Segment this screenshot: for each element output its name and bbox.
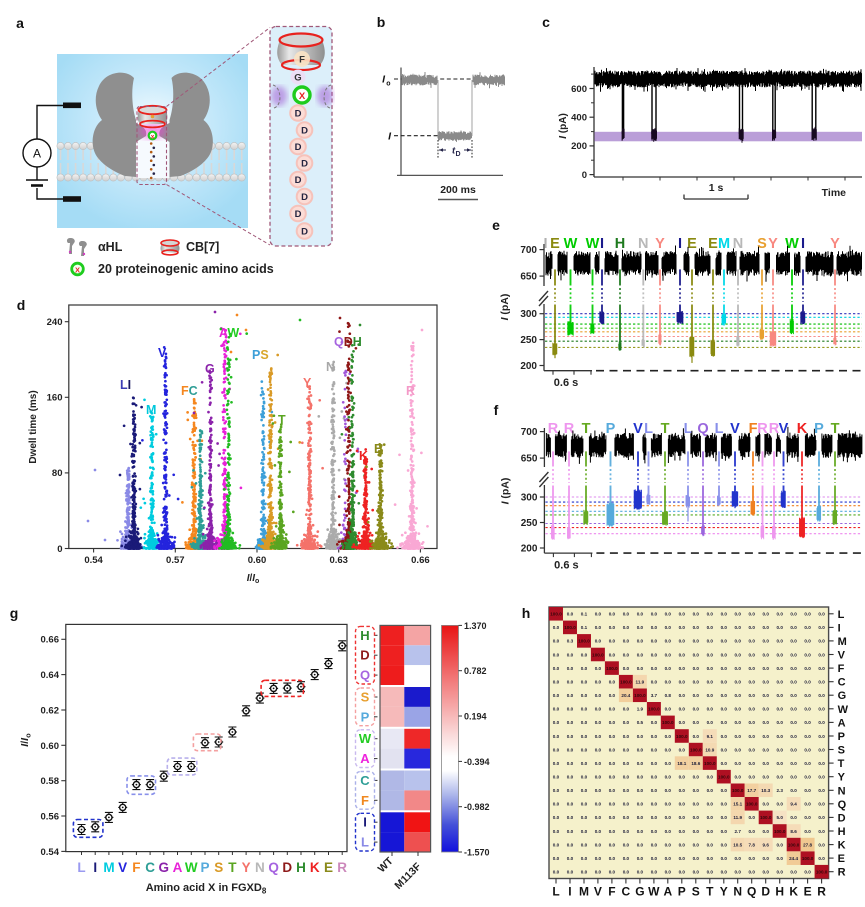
svg-text:I/Io: I/Io — [247, 573, 260, 585]
svg-text:240: 240 — [47, 317, 63, 328]
svg-text:D: D — [301, 159, 308, 170]
svg-text:I (pA): I (pA) — [558, 113, 569, 139]
svg-text:CB[7]: CB[7] — [186, 240, 219, 254]
svg-text:D: D — [295, 142, 302, 153]
svg-text:αHL: αHL — [98, 240, 123, 254]
svg-text:20 proteinogenic amino acids: 20 proteinogenic amino acids — [98, 262, 274, 276]
svg-text:D: D — [456, 151, 461, 158]
svg-text:o: o — [386, 81, 390, 88]
svg-text:Dwell time (ms): Dwell time (ms) — [28, 390, 39, 463]
svg-text:X: X — [75, 265, 80, 274]
svg-text:160: 160 — [47, 393, 63, 404]
svg-text:D: D — [301, 126, 308, 137]
svg-text:0.63: 0.63 — [329, 555, 348, 566]
svg-text:80: 80 — [52, 468, 63, 479]
svg-text:Time: Time — [822, 187, 846, 199]
svg-text:D: D — [301, 192, 308, 203]
svg-text:d: d — [17, 297, 26, 313]
svg-text:t: t — [452, 146, 456, 157]
svg-text:1 s: 1 s — [709, 182, 724, 194]
svg-text:400: 400 — [571, 113, 587, 124]
svg-text:G: G — [294, 73, 301, 84]
svg-text:600: 600 — [571, 84, 587, 95]
svg-text:c: c — [542, 14, 550, 30]
svg-text:F: F — [299, 55, 305, 66]
svg-text:b: b — [377, 14, 386, 30]
svg-text:0.60: 0.60 — [248, 555, 267, 566]
svg-text:I: I — [388, 131, 392, 143]
svg-text:D: D — [295, 109, 302, 120]
svg-text:0: 0 — [582, 170, 587, 181]
svg-text:x: x — [151, 133, 155, 140]
svg-text:D: D — [301, 227, 308, 238]
svg-text:D: D — [295, 175, 302, 186]
svg-text:I: I — [382, 74, 386, 86]
svg-text:0.54: 0.54 — [84, 555, 103, 566]
svg-text:0.57: 0.57 — [166, 555, 185, 566]
svg-text:X: X — [299, 91, 306, 102]
svg-text:a: a — [16, 15, 24, 31]
svg-text:A: A — [33, 147, 41, 161]
svg-text:200 ms: 200 ms — [440, 184, 476, 196]
svg-text:D: D — [295, 209, 302, 220]
svg-text:0: 0 — [57, 544, 62, 555]
svg-text:200: 200 — [571, 141, 587, 152]
svg-text:0.66: 0.66 — [411, 555, 430, 566]
